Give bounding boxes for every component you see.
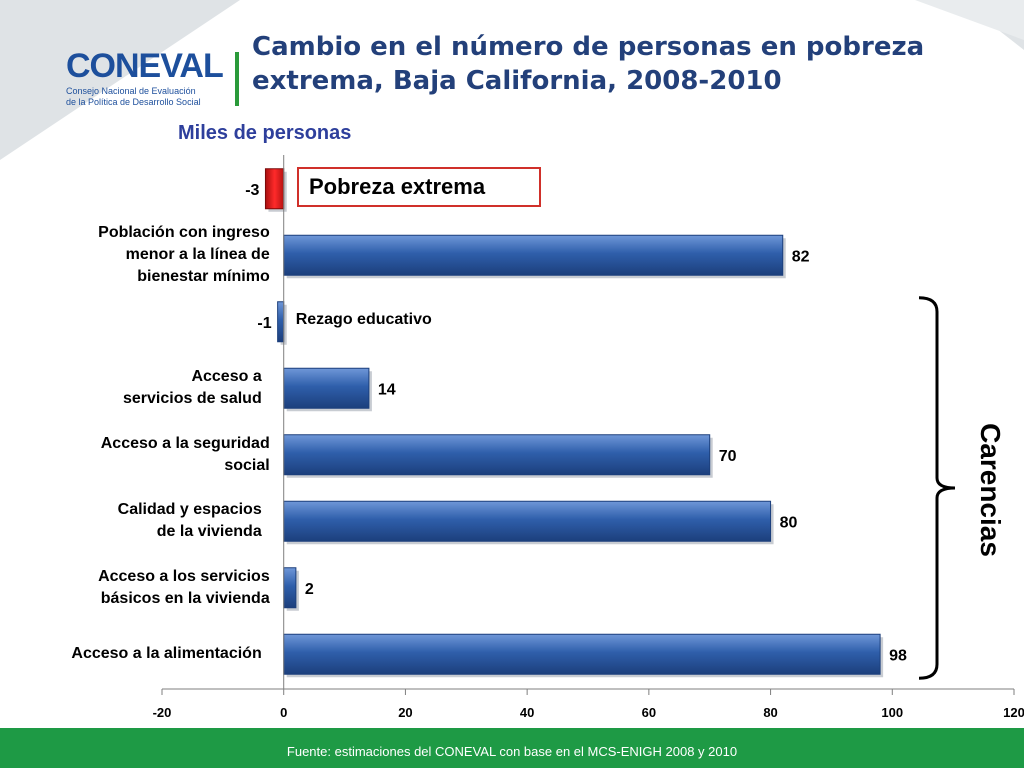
data-label: 14 [378, 381, 396, 398]
data-label: 70 [719, 448, 737, 465]
bars-layer [264, 168, 884, 678]
data-label: -3 [245, 182, 259, 199]
bar [264, 168, 285, 210]
data-label: 2 [305, 581, 314, 598]
bar [283, 500, 772, 542]
chart-title: Cambio en el número de personas en pobre… [252, 32, 925, 96]
bar [283, 633, 881, 675]
legend-pobreza-extrema: Pobreza extrema [297, 167, 541, 207]
category-label: Acceso a la alimentación [71, 645, 262, 663]
data-label: 98 [889, 647, 907, 664]
x-tick-label: 40 [520, 705, 534, 720]
x-tick-label: 60 [642, 705, 656, 720]
carencias-brace [918, 296, 956, 680]
category-label: Población con ingreso menor a la línea d… [98, 224, 270, 286]
x-tick-label: 80 [763, 705, 777, 720]
x-tick-label: 20 [398, 705, 412, 720]
x-tick-label: 0 [280, 705, 287, 720]
data-label: 80 [780, 514, 798, 531]
bar [283, 367, 370, 409]
corner-decoration-right-inner [915, 0, 1024, 40]
category-label: Acceso a los servicios básicos en la viv… [98, 567, 270, 607]
coneval-logo: CONEVAL Consejo Nacional de Evaluación d… [64, 48, 224, 112]
data-label: -1 [257, 315, 271, 332]
logo-divider [235, 52, 239, 106]
units-label: Miles de personas [178, 122, 352, 144]
logo-wordmark: CONEVAL [66, 47, 224, 85]
carencias-bracket [918, 296, 956, 680]
x-axis: -20 0 20 40 60 80 100 120 [153, 155, 1024, 720]
category-label: Calidad y espacios de la vivienda [117, 501, 262, 541]
logo-subtitle-line1: Consejo Nacional de Evaluación [66, 86, 196, 96]
category-label: Acceso a servicios de salud [122, 368, 262, 408]
category-label: Rezago educativo [295, 310, 432, 328]
data-label: 82 [792, 248, 810, 265]
x-tick-label: 120 [1003, 705, 1024, 720]
bar [283, 567, 297, 609]
carencias-label: Carencias [975, 423, 1006, 557]
x-tick-label: -20 [153, 705, 172, 720]
corner-decoration-left [0, 0, 240, 160]
bar [277, 301, 285, 343]
category-label: Acceso a la seguridad social [100, 434, 270, 474]
bar [283, 434, 711, 476]
footer-bar [0, 728, 1024, 768]
data-labels: -3 82 -1 14 70 80 2 98 [245, 182, 907, 665]
source-note: Fuente: estimaciones del CONEVAL con bas… [286, 744, 738, 759]
x-tick-label: 100 [881, 705, 903, 720]
bar [283, 234, 784, 276]
logo-subtitle-line2: de la Política de Desarrollo Social [66, 97, 201, 107]
